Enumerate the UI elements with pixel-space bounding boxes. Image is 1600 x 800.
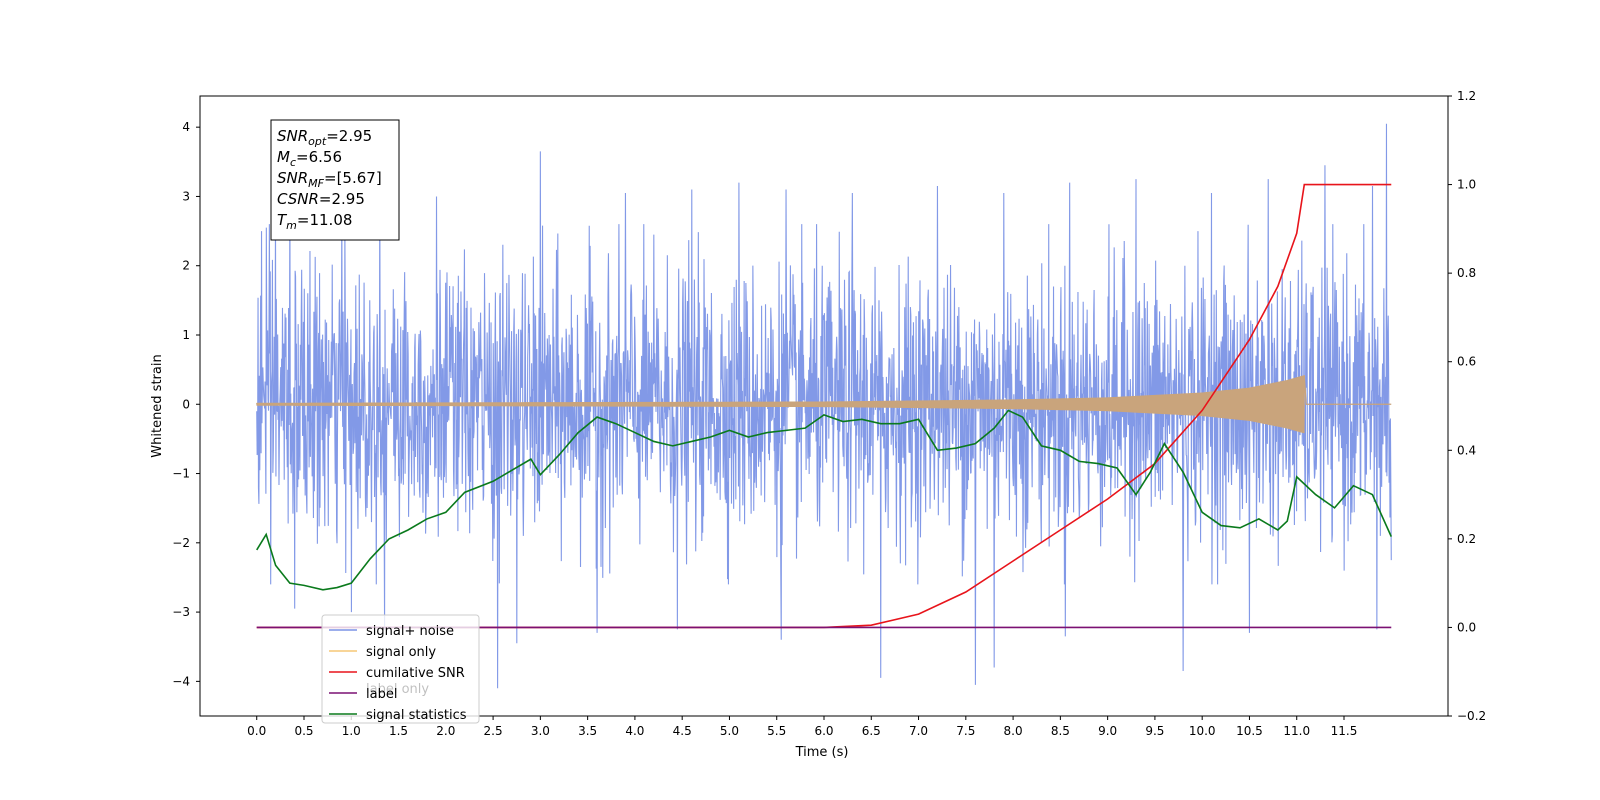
x-tick-label: 7.0 [909, 724, 928, 738]
x-tick-label: 1.0 [342, 724, 361, 738]
y-axis-ticks: −4 −3 −2 −1 0 1 2 3 4 [172, 120, 200, 688]
y2-tick-label: −0.2 [1457, 709, 1486, 723]
x-tick-label: 0.5 [294, 724, 313, 738]
x-tick-label: 5.0 [720, 724, 739, 738]
y-tick-label: −4 [172, 674, 190, 688]
x-tick-label: 2.0 [436, 724, 455, 738]
x-tick-label: 7.5 [956, 724, 975, 738]
y2-tick-label: 0.4 [1457, 443, 1476, 457]
annotation-frame [270, 119, 400, 241]
signal-only-series [256, 375, 1392, 434]
legend-label: label [366, 687, 397, 702]
x-tick-label: 8.5 [1051, 724, 1070, 738]
y-tick-label: −3 [172, 605, 190, 619]
x-tick-label: 4.5 [673, 724, 692, 738]
y2-tick-label: 0.8 [1457, 266, 1476, 280]
y-tick-label: −2 [172, 536, 190, 550]
y-tick-label: 1 [182, 328, 190, 342]
legend-frame [321, 614, 480, 724]
y2-tick-label: 0.0 [1457, 620, 1476, 634]
y2-tick-label: 0.6 [1457, 355, 1476, 369]
y-tick-label: −1 [172, 467, 190, 481]
x-tick-label: 2.5 [484, 724, 503, 738]
y-axis-label: Whitened strain [150, 354, 165, 457]
x-axis-label: Time (s) [795, 745, 849, 760]
signal-statistics-series [256, 409, 1392, 591]
x-tick-label: 6.5 [862, 724, 881, 738]
x-tick-label: 1.5 [389, 724, 408, 738]
x-tick-label: 5.5 [767, 724, 786, 738]
y2-tick-label: 1.0 [1457, 178, 1476, 192]
x-tick-label: 11.5 [1331, 724, 1358, 738]
signal-noise-series [256, 123, 1392, 689]
x-tick-label: 8.0 [1004, 724, 1023, 738]
legend-label: signal only [366, 645, 436, 660]
annotation-line: CSNR=2.95 [277, 190, 365, 208]
y-tick-label: 2 [182, 259, 190, 273]
annotation-line: SNRMF=[5.67] [277, 169, 382, 190]
legend-items: label only signal+ noise signal only cumila… [329, 624, 467, 723]
x-tick-label: 0.0 [247, 724, 266, 738]
annotation-line: Mc=6.56 [277, 148, 342, 169]
x-tick-label: 4.0 [625, 724, 644, 738]
annotation-line: Tm=11.08 [277, 211, 352, 232]
x-tick-label: 3.5 [578, 724, 597, 738]
x-tick-label: 6.0 [814, 724, 833, 738]
legend-label: signal statistics [366, 708, 467, 723]
x-tick-label: 11.0 [1283, 724, 1310, 738]
legend: label only signal+ noise signal only cumila… [321, 614, 480, 724]
x-tick-label: 10.0 [1189, 724, 1216, 738]
y-tick-label: 3 [182, 189, 190, 203]
x-tick-label: 9.5 [1145, 724, 1164, 738]
y-tick-label: 0 [182, 397, 190, 411]
x-tick-label: 3.0 [531, 724, 550, 738]
x-tick-label: 9.0 [1098, 724, 1117, 738]
x-axis-ticks: 0.0 0.5 1.0 1.5 2.0 2.5 3.0 3.5 4.0 4.5 5.0 5.5 6.0 6… [247, 716, 1357, 738]
y-tick-label: 4 [182, 120, 190, 134]
cumulative-snr-series [256, 183, 1392, 629]
legend-ghost-text: label only [366, 682, 429, 697]
y2-axis-ticks: −0.2 0.0 0.2 0.4 0.6 0.8 1.0 1.2 [1448, 89, 1486, 723]
y2-tick-label: 0.2 [1457, 532, 1476, 546]
legend-label: cumilative SNR [366, 666, 465, 681]
x-tick-label: 10.5 [1236, 724, 1263, 738]
y2-tick-label: 1.2 [1457, 89, 1476, 103]
annotation-line: SNRopt=2.95 [277, 127, 372, 148]
legend-label: signal+ noise [366, 624, 454, 639]
